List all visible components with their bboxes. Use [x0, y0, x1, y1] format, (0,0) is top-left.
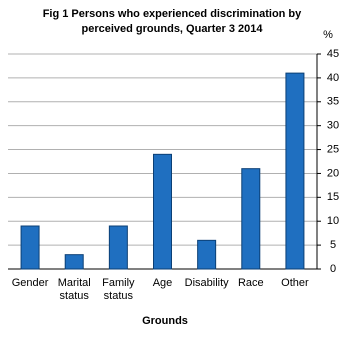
bar — [108, 225, 128, 270]
y-unit: % — [323, 29, 333, 41]
x-tick-label: Gender — [11, 277, 49, 289]
bar — [64, 254, 84, 270]
bar — [20, 225, 40, 270]
y-tick-label: 40 — [327, 72, 339, 84]
y-tick-label: 25 — [327, 143, 339, 155]
x-tick-label: Other — [281, 277, 309, 289]
y-tick-label: 20 — [327, 167, 339, 179]
x-tick-label: Disability — [184, 277, 229, 289]
bar — [197, 239, 217, 270]
chart-title: Fig 1 Persons who experienced discrimina… — [43, 8, 302, 20]
bar — [153, 153, 172, 270]
chart-title: perceived grounds, Quarter 3 2014 — [82, 23, 264, 35]
x-tick-label: Race — [237, 277, 264, 289]
x-axis-label: Grounds — [142, 315, 188, 327]
x-tick-label: Age — [152, 277, 173, 289]
bar — [285, 72, 305, 270]
y-tick-label: 10 — [327, 215, 339, 227]
bar — [241, 168, 261, 270]
y-tick-label: 5 — [330, 239, 336, 251]
y-tick-label: 30 — [327, 120, 339, 132]
x-tick-label: Marital status — [57, 277, 91, 302]
y-tick-label: 15 — [327, 191, 339, 203]
y-tick-label: 35 — [327, 96, 339, 108]
y-tick-label: 45 — [327, 48, 339, 60]
y-tick-label: 0 — [330, 263, 336, 275]
x-tick-label: Family status — [102, 277, 135, 302]
